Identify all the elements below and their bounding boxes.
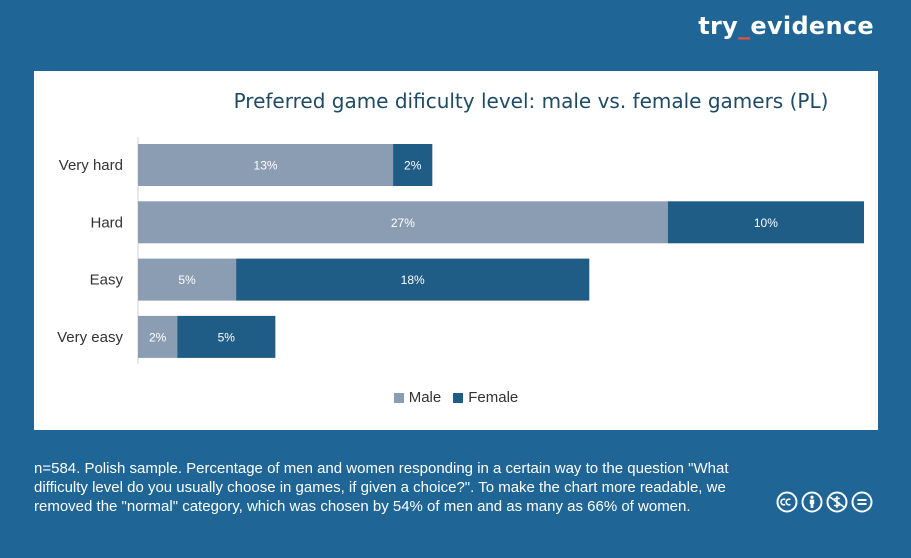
brand-separator: _ bbox=[738, 12, 751, 40]
bar-chart: Very hard 13% 2% Hard 27% 10% Easy 5% 18% Very ea… bbox=[57, 137, 864, 364]
category-label: Easy bbox=[90, 272, 124, 289]
by-icon bbox=[801, 491, 823, 513]
chart-card: Preferred game dificulty level: male vs.… bbox=[34, 71, 878, 430]
footnote: n=584. Polish sample. Percentage of men … bbox=[34, 460, 729, 515]
bar-male bbox=[138, 201, 668, 244]
category-label: Very hard bbox=[59, 157, 123, 174]
legend-label-male: Male bbox=[408, 389, 442, 406]
cc-icon bbox=[776, 491, 798, 513]
category-label: Hard bbox=[90, 214, 123, 231]
nc-icon bbox=[826, 491, 848, 513]
brand-part-try: try bbox=[698, 12, 739, 40]
data-label: 5% bbox=[218, 330, 236, 344]
nd-icon bbox=[851, 491, 873, 513]
data-label: 2% bbox=[149, 330, 167, 344]
data-label: 13% bbox=[254, 159, 278, 173]
bar-female bbox=[177, 315, 276, 358]
data-label: 27% bbox=[391, 216, 415, 230]
data-label: 10% bbox=[754, 216, 778, 230]
bar-female bbox=[667, 201, 864, 244]
legend-swatch-female bbox=[453, 392, 464, 403]
chart-title: Preferred game dificulty level: male vs.… bbox=[233, 89, 829, 113]
legend-item-male: Male bbox=[393, 389, 442, 406]
bar-male bbox=[138, 258, 237, 301]
bar-male bbox=[138, 315, 178, 358]
brand-part-evidence: evidence bbox=[750, 12, 874, 40]
data-label: 2% bbox=[404, 159, 422, 173]
license-badges bbox=[776, 491, 873, 513]
bar-female bbox=[236, 258, 590, 301]
data-label: 5% bbox=[178, 273, 196, 287]
brand-logo: try_evidence bbox=[698, 12, 874, 40]
data-label: 18% bbox=[401, 273, 425, 287]
legend-label-female: Female bbox=[468, 389, 519, 406]
chart-legend: Male Female bbox=[34, 389, 878, 406]
bar-female bbox=[393, 144, 433, 186]
bar-male bbox=[138, 144, 394, 186]
legend-item-female: Female bbox=[453, 389, 518, 406]
category-label: Very easy bbox=[57, 329, 123, 346]
legend-swatch-male bbox=[393, 392, 404, 403]
